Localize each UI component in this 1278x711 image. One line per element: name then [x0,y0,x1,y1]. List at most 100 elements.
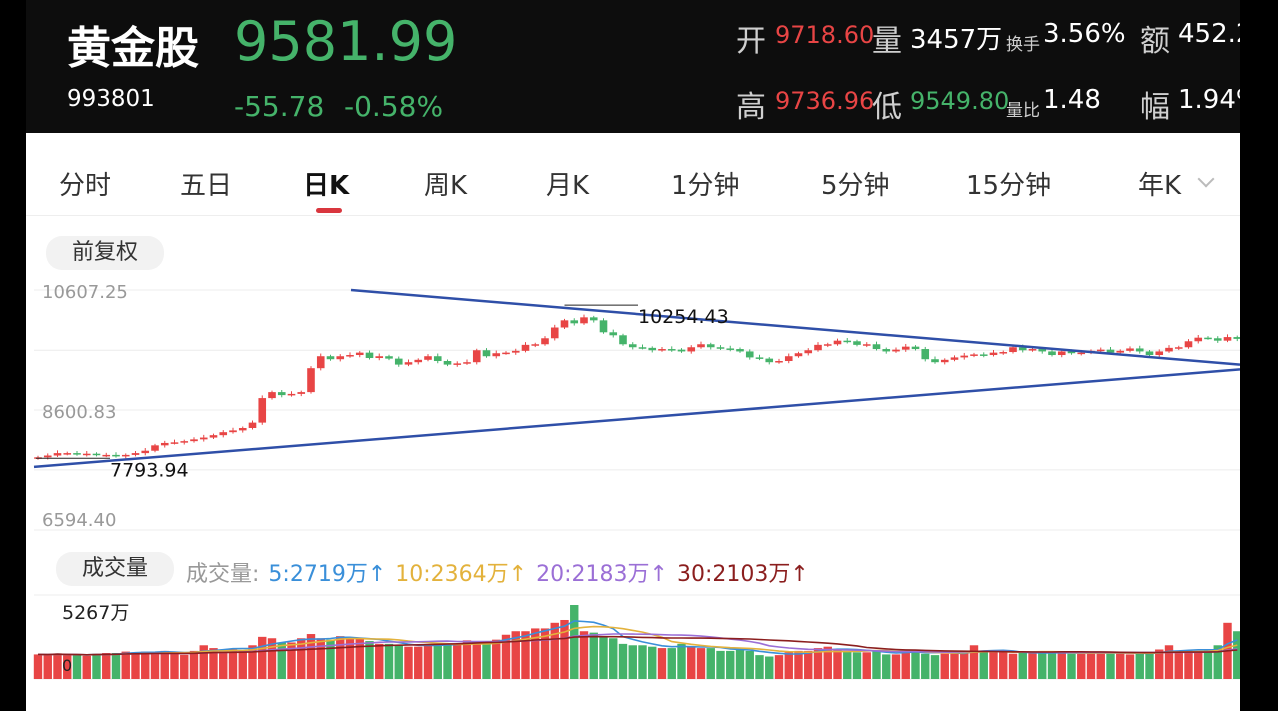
volume-bar [511,631,520,679]
tab-daily-k[interactable]: 日K [303,171,350,201]
candle [843,340,852,343]
volume-bar [774,655,784,679]
candle [277,392,286,396]
volume-bar [823,646,832,679]
volume-legend: 成交量: 5:2719万↑ 10:2364万↑ 20:2183万↑ 30:210… [186,556,811,588]
volume-bar [1213,645,1222,679]
candle [180,441,189,443]
candle [131,453,140,455]
volume-indicator-button[interactable]: 成交量 [56,552,174,586]
candle [931,359,939,363]
volume-bar [267,638,277,679]
volume-bar [726,650,735,679]
volume-bar [365,641,374,679]
period-tabs: 分时 五日 日K 周K 月K 1分钟 5分钟 15分钟 年K [26,133,1240,216]
volume-bar [355,638,364,679]
volume-bar [579,631,589,679]
volume-ratio-label: 量比 [1006,101,1040,121]
candle [307,368,315,393]
tab-five-day[interactable]: 五日 [180,171,233,201]
adjust-button[interactable]: 前复权 [46,236,164,270]
volume-bar [375,643,384,679]
volume-bar [131,652,140,679]
candle [726,348,735,350]
tab-5min[interactable]: 5分钟 [821,171,890,201]
volume-bar [833,649,842,679]
tab-intraday[interactable]: 分时 [59,171,112,201]
volume-bar [1116,653,1125,679]
candle [336,356,345,360]
volume-bar [696,648,706,679]
ma5-legend: 5:2719万↑ [268,562,387,587]
candle [414,359,423,363]
tab-monthly-k[interactable]: 月K [546,171,590,201]
candle [375,356,384,359]
tab-weekly-k[interactable]: 周K [424,171,468,201]
volume-bar [111,653,121,679]
candle [463,362,471,364]
candle [521,344,530,351]
volume-bar [609,638,618,679]
volume-bar [209,648,218,679]
tab-1min[interactable]: 1分钟 [671,171,740,201]
candle [833,340,842,345]
candle [1174,347,1183,349]
volume-bar [433,643,442,679]
resistance-trendline [350,288,1240,366]
volume-bar [1028,653,1037,679]
amplitude-label: 幅 [1140,90,1170,125]
volume-bar [443,643,452,679]
volume-bar [384,643,394,679]
volume-bar [901,650,910,679]
candle [73,453,81,455]
volume-bar [872,650,881,679]
candle [658,349,666,351]
volume-bar [716,650,725,679]
candle [248,422,257,428]
candle [1077,352,1086,355]
volume-bar [550,622,559,679]
candle [1106,349,1115,353]
volume-bar [843,650,852,679]
volume-bar [999,652,1008,679]
quote-header: 黄金股 993801 9581.99 -55.78 -0.58% 开 9718.… [26,0,1240,133]
candle [141,450,150,454]
candle [960,355,969,358]
active-tab-indicator [316,208,342,213]
candle [1194,337,1203,342]
volume-bar [521,631,530,679]
chevron-down-icon[interactable] [1197,170,1215,188]
volume-bar [657,648,667,679]
candle [433,356,442,362]
volume-bar [618,643,628,679]
volume-bar [969,645,979,679]
volume-bar [1038,653,1047,679]
stock-name: 黄金股 [67,23,199,74]
volume-bar [414,646,423,679]
candle [385,356,393,359]
candle [121,454,130,457]
candle [1184,341,1193,348]
candle [989,352,998,356]
tab-15min[interactable]: 15分钟 [966,171,1052,201]
high-value: 9736.96 [775,87,875,115]
volume-bar [297,638,306,679]
tab-yearly-k[interactable]: 年K [1138,171,1182,201]
candle [190,439,198,442]
candle [502,352,510,355]
open-value: 9718.60 [775,21,875,49]
volume-bar [316,638,325,679]
volume-bar [33,654,43,679]
volume-bar [930,655,940,679]
volume-bar [472,641,481,679]
candle [53,453,62,456]
volume-bar [462,640,472,679]
volume-chart: 5267万 0 [33,594,1240,680]
volume-bar [336,636,345,679]
candle [199,437,208,440]
ma30-line [37,635,1238,656]
volume-bar [141,651,150,679]
candle [697,344,705,348]
volume-bar [228,649,238,679]
candle [1048,351,1056,356]
